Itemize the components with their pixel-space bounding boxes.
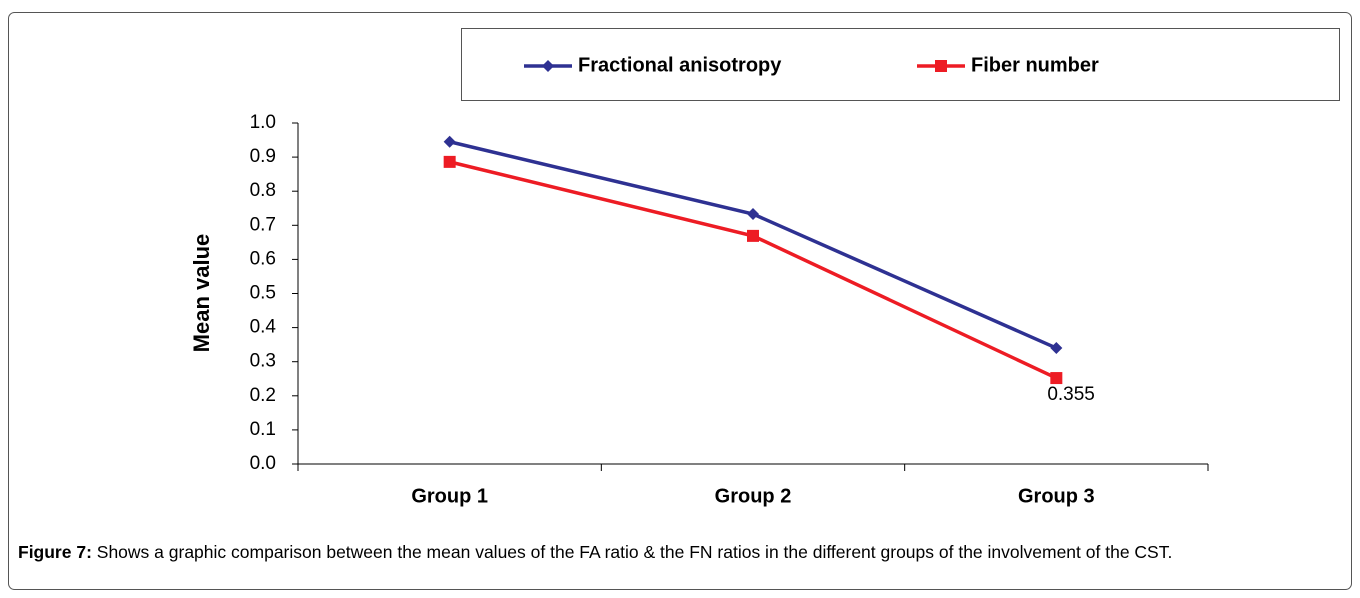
y-axis-label: Mean value [189, 234, 214, 353]
series-line [449, 160, 1058, 380]
y-tick-label: 0.4 [250, 317, 277, 338]
point [443, 155, 456, 168]
legend-box [461, 28, 1340, 101]
y-tick-label: 0.7 [250, 214, 276, 235]
y-tick-label: 0.1 [250, 419, 276, 440]
y-tick-label: 0.9 [250, 146, 276, 167]
legend-label: Fractional anisotropy [578, 54, 782, 76]
point [1050, 372, 1063, 385]
y-tick-label: 0.3 [250, 351, 276, 372]
legend-label: Fiber number [971, 54, 1099, 76]
y-tick-label: 0.8 [250, 180, 276, 201]
y-tick-label: 0.6 [250, 248, 276, 269]
x-tick-label: Group 1 [411, 485, 488, 507]
caption-label: Figure 7: [18, 542, 92, 562]
point [747, 229, 759, 242]
point [443, 135, 456, 148]
caption: Figure 7: Shows a graphic comparison bet… [18, 540, 1348, 564]
point [542, 60, 554, 72]
point [935, 60, 947, 72]
annotation: 0.355 [1047, 384, 1095, 405]
y-tick-label: 0.5 [250, 283, 276, 304]
x-tick-label: Group 3 [1018, 485, 1095, 507]
point [1050, 342, 1063, 355]
point [747, 208, 759, 221]
frame [8, 12, 1352, 590]
series-line [449, 140, 1058, 350]
y-tick-label: 0.2 [250, 385, 276, 406]
caption-text: Shows a graphic comparison between the m… [96, 542, 1173, 562]
y-tick-label: 0.0 [250, 453, 276, 474]
x-tick-label: Group 2 [715, 485, 792, 507]
y-tick-label: 1.0 [250, 112, 276, 133]
